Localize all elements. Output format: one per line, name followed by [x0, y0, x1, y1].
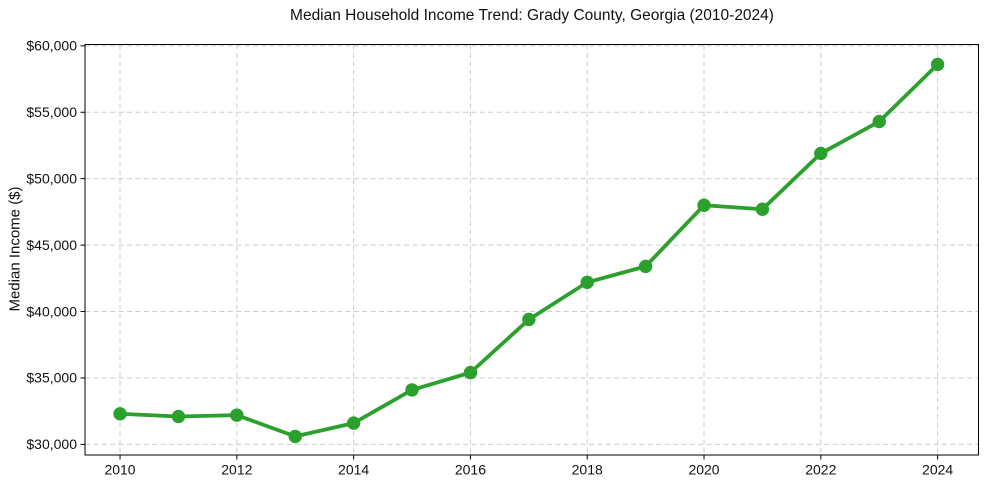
y-axis-tick-label: $55,000 [26, 104, 77, 120]
x-axis-tick-label: 2022 [805, 462, 836, 478]
data-point-2019 [638, 259, 653, 274]
data-point-2020 [697, 198, 711, 212]
data-point-2010 [113, 407, 127, 421]
x-axis-tick-label: 2020 [688, 462, 719, 478]
data-point-2017 [522, 312, 536, 327]
y-axis-tick-label: $40,000 [26, 303, 77, 319]
x-axis-tick-label: 2024 [922, 462, 953, 478]
data-point-2011 [171, 409, 186, 424]
y-axis-tick-label: $30,000 [26, 436, 77, 452]
data-point-2018 [580, 275, 594, 289]
x-axis-tick-label: 2010 [104, 462, 135, 478]
trend-line [118, 62, 940, 439]
x-axis-tick-label: 2012 [221, 462, 252, 478]
data-point-2016 [463, 365, 478, 380]
y-axis-tick-label: $45,000 [26, 237, 77, 253]
data-point-2012 [230, 408, 244, 422]
y-axis-tick-label: $60,000 [26, 38, 77, 54]
plot-border [84, 44, 979, 456]
x-axis-tick-label: 2016 [455, 462, 486, 478]
data-point-2023 [872, 114, 886, 129]
data-point-2015 [405, 383, 419, 397]
chart-title: Median Household Income Trend: Grady Cou… [290, 7, 774, 24]
data-point-2021 [755, 202, 770, 216]
data-point-2013 [288, 429, 302, 444]
y-axis-tick-label: $50,000 [26, 170, 77, 186]
x-axis-tick-label: 2014 [338, 462, 369, 478]
x-axis-tick-label: 2018 [572, 462, 603, 478]
data-point-2024 [930, 57, 945, 72]
data-point-2014 [346, 416, 361, 430]
y-axis-tick-label: $35,000 [26, 370, 77, 386]
data-point-2022 [814, 146, 828, 161]
